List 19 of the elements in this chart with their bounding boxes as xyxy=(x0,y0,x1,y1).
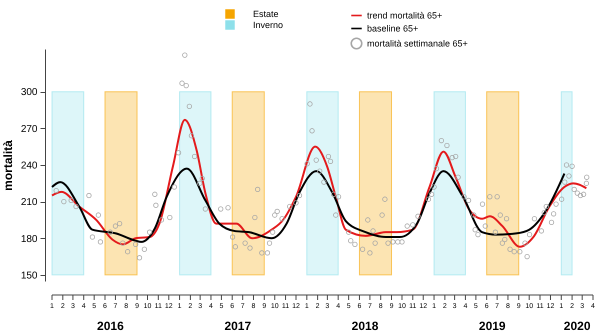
legend-label: mortalità settimanale 65+ xyxy=(367,38,468,48)
y-tick-label: 300 xyxy=(20,87,38,98)
y-tick-label: 240 xyxy=(20,160,38,172)
y-tick-label: 270 xyxy=(20,124,38,135)
text: 2020 xyxy=(564,319,591,333)
text: 2017 xyxy=(224,319,252,333)
legend-label: Inverno xyxy=(253,20,284,30)
y-axis-title: mortalità xyxy=(0,140,15,191)
y-tick-label: 180 xyxy=(20,234,38,245)
text: 2019 xyxy=(478,319,506,333)
y-tick-label: 210 xyxy=(20,197,38,208)
line-series xyxy=(51,118,588,248)
text: 2018 xyxy=(352,319,379,333)
line-series xyxy=(51,168,566,243)
text: 2016 xyxy=(97,319,124,333)
legend-label: baseline 65+ xyxy=(367,24,418,34)
legend-label: trend mortalità 65+ xyxy=(367,10,442,20)
legend-label: Estate xyxy=(253,9,279,19)
y-tick-label: 150 xyxy=(20,270,38,282)
